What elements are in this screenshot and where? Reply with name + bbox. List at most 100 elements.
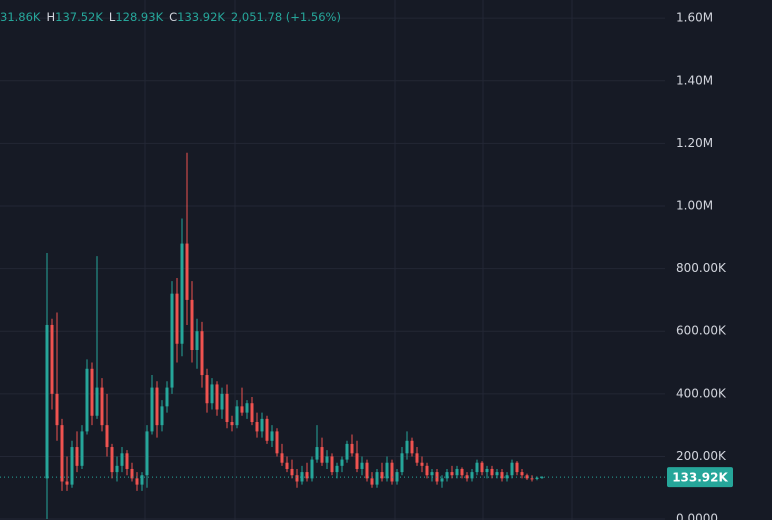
candle-body [500, 472, 504, 479]
candle-body [135, 478, 139, 485]
last-price-label: 133.92K [672, 471, 728, 485]
candle-body [300, 472, 304, 482]
candle-body [85, 368, 89, 432]
candle-body [260, 418, 264, 432]
candle-body [510, 462, 514, 476]
candle-body [325, 456, 329, 463]
candle-body [195, 331, 199, 351]
candle-body [225, 393, 229, 423]
close-value: 133.92K [177, 10, 225, 24]
candle-body [205, 375, 209, 404]
candle-body [180, 243, 184, 344]
candle-body [275, 431, 279, 454]
candle-body [450, 472, 454, 476]
change-value: 2,051.78 (+1.56%) [230, 10, 341, 24]
candle-body [120, 453, 124, 466]
candle-body [185, 243, 189, 300]
candle-body [45, 324, 49, 479]
candle-body [330, 456, 334, 473]
y-tick-label: 800.00K [676, 261, 727, 275]
high-value: 137.52K [55, 10, 103, 24]
candle-body [475, 462, 479, 473]
y-tick-label: 600.00K [676, 324, 727, 338]
candle-body [270, 431, 274, 441]
candle-body [65, 481, 69, 485]
candle-body [200, 331, 204, 376]
candle-body [345, 443, 349, 460]
candle-body [60, 425, 64, 482]
candle-body [390, 462, 394, 482]
y-tick-label: 1.20M [676, 136, 713, 150]
candle-body [400, 453, 404, 473]
candle-body [265, 418, 269, 441]
candle-body [485, 468, 489, 473]
candle-body [110, 447, 114, 473]
candle-body [355, 453, 359, 469]
candle-body [410, 440, 414, 454]
candle-body [55, 393, 59, 426]
candle-body [440, 478, 444, 482]
y-tick-label: 1.00M [676, 198, 713, 212]
candle-body [75, 447, 79, 466]
high-key: H [46, 10, 56, 24]
candle-body [80, 431, 84, 466]
candle-body [240, 406, 244, 413]
candle-body [490, 468, 494, 476]
candle-body [255, 422, 259, 432]
candle-body [215, 384, 219, 410]
low-value: 128.93K [115, 10, 164, 24]
low-key: L [108, 10, 116, 24]
candle-body [505, 475, 509, 479]
candle-body [415, 453, 419, 463]
candle-body [540, 477, 544, 479]
candle-body [520, 472, 524, 476]
last-price-badge [667, 467, 733, 488]
candle-body [295, 475, 299, 482]
candle-body [245, 403, 249, 413]
candle-body [155, 387, 159, 426]
y-tick-label: 1.40M [676, 73, 713, 87]
candle-body [100, 387, 104, 426]
candle-body [420, 462, 424, 466]
candle-body [130, 468, 134, 479]
candle-body [230, 422, 234, 426]
open-value: 31.86K [0, 10, 41, 24]
candle-body [95, 387, 99, 416]
candle-body [190, 299, 194, 351]
candle-body [535, 477, 539, 479]
candle-body [150, 387, 154, 432]
candle-body [50, 324, 54, 394]
candle-body [385, 462, 389, 479]
candle-body [175, 293, 179, 344]
candle-body [515, 462, 519, 473]
candle-body [430, 472, 434, 476]
candle-body [145, 431, 149, 476]
candle-body [375, 472, 379, 485]
ohlc-legend: 31.86K H137.52K L128.93K C133.92K 2,051.78 (… [0, 10, 341, 24]
candle-body [530, 478, 534, 480]
candle-body [340, 459, 344, 466]
y-tick-label: 200.00K [676, 449, 727, 463]
candle-body [320, 447, 324, 463]
candle-body [315, 447, 319, 460]
candle-body [70, 447, 74, 485]
vertical-grid [144, 0, 573, 520]
candle-body [160, 406, 164, 426]
candle-body [360, 462, 364, 469]
candle-body [495, 472, 499, 476]
candle-body [115, 465, 119, 473]
candle-body [235, 406, 239, 426]
candle-body [425, 465, 429, 476]
candle-body [220, 393, 224, 410]
candle-body [140, 475, 144, 485]
candle-body [210, 384, 214, 404]
y-tick-label: 0.0000 [676, 512, 718, 520]
candle-body [365, 462, 369, 479]
candle-body [305, 472, 309, 479]
candle-body [280, 453, 284, 463]
candle-body [480, 462, 484, 473]
candle-body [290, 468, 294, 476]
close-key: C [169, 10, 178, 24]
candle-body [165, 387, 169, 407]
